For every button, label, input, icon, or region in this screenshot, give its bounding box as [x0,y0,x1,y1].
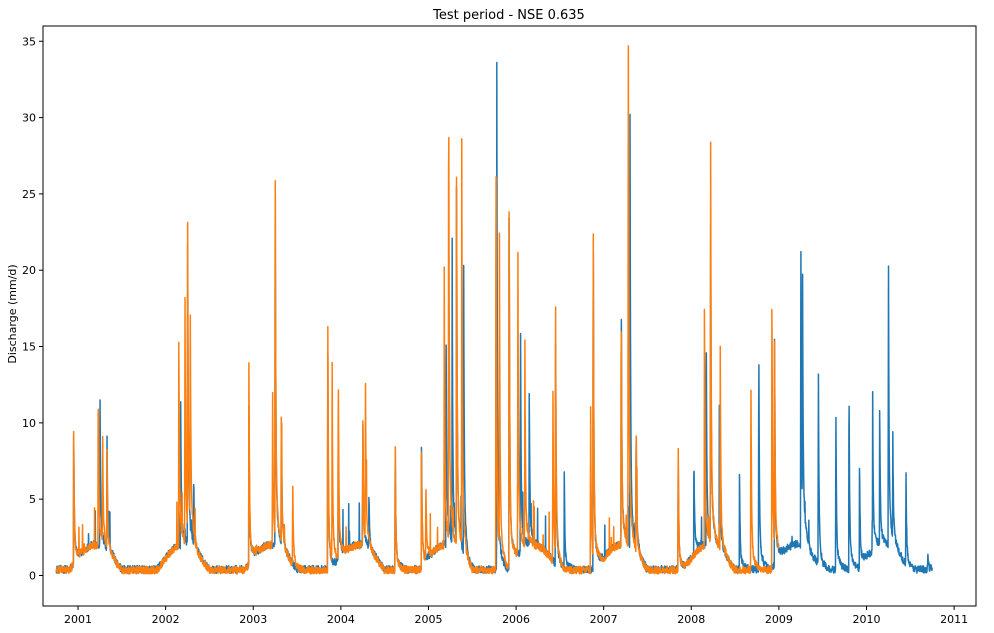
x-tick-label: 2003 [239,613,267,626]
x-tick-label: 2001 [64,613,92,626]
y-tick-label: 30 [22,112,36,125]
y-tick-label: 20 [22,264,36,277]
axes-frame [42,25,977,607]
x-tick-label: 2007 [590,613,618,626]
y-tick-label: 15 [22,341,36,354]
x-tick-label: 2005 [414,613,442,626]
x-tick-label: 2009 [765,613,793,626]
chart-title: Test period - NSE 0.635 [432,8,585,23]
plot-area [42,25,977,607]
series-line-2 [55,45,780,575]
x-tick-label: 2004 [327,613,355,626]
x-tick-label: 2011 [940,613,968,626]
x-tick-label: 2010 [852,613,880,626]
x-tick-label: 2008 [677,613,705,626]
y-tick-label: 35 [22,35,36,48]
series-layer [55,45,933,575]
y-tick-label: 10 [22,417,36,430]
y-tick-label: 0 [29,569,36,582]
y-axis-ticks: 0 5 10 15 20 25 30 35 [22,35,43,582]
x-tick-label: 2006 [502,613,530,626]
y-axis-label: Discharge (mm/d) [6,264,19,363]
y-tick-label: 25 [22,188,36,201]
x-tick-label: 2002 [152,613,180,626]
y-tick-label: 5 [29,493,36,506]
x-axis-ticks: 2001 2002 2003 2004 2005 2006 2007 2008 2009 2010… [64,606,968,626]
